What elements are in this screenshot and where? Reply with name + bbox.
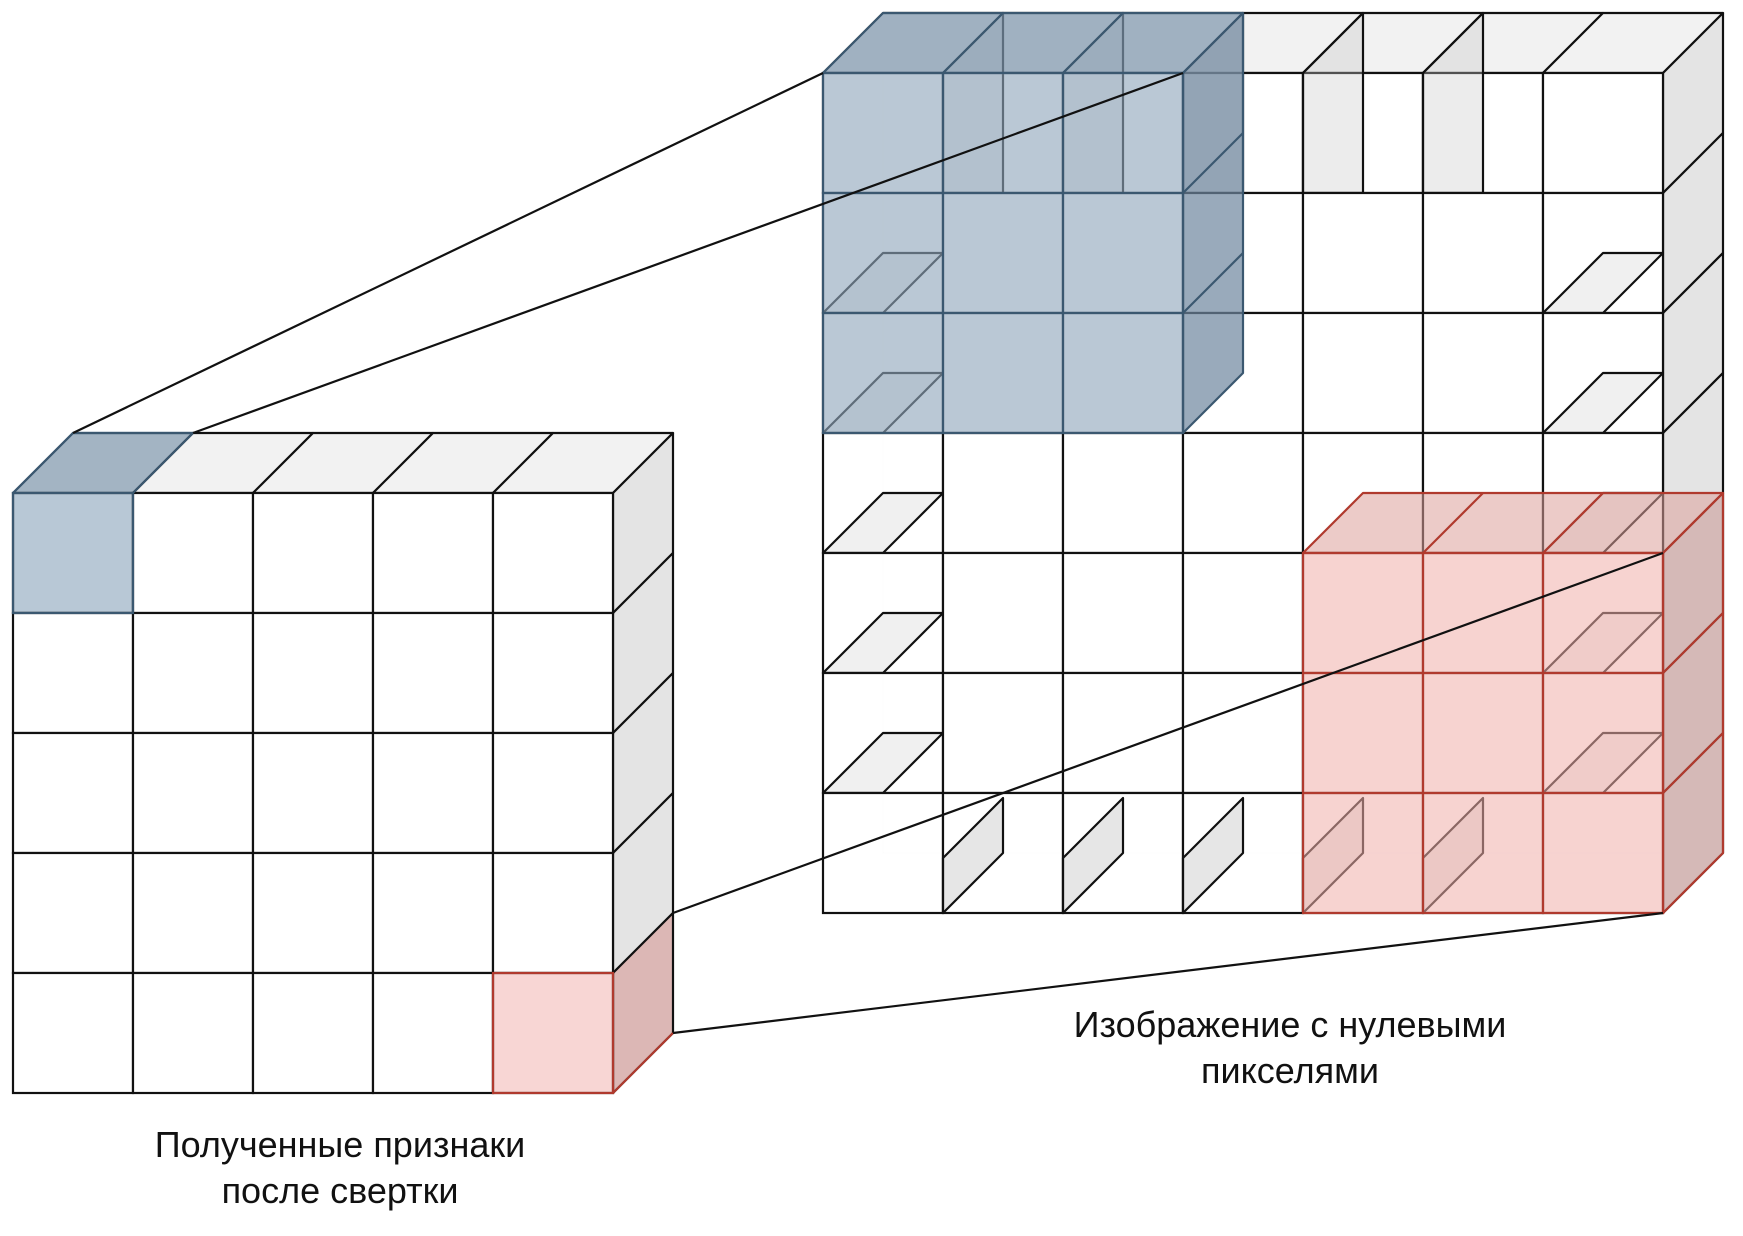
input-pixel-cell: [1061, 431, 1185, 555]
kernel-side-face: [1661, 491, 1725, 915]
kernel-front-face: [1301, 551, 1665, 915]
output-cell: [371, 851, 495, 975]
output-cell: [11, 851, 135, 975]
connection-line-blue-1: [72, 72, 824, 434]
output-cell: [251, 491, 375, 615]
output-highlight-edge: [612, 1032, 674, 1094]
output-highlight-outline: [11, 491, 135, 615]
output-caption-line2: после свертки: [221, 1170, 459, 1211]
output-cell: [131, 491, 255, 615]
input-caption: Изображение с нулевыми пикселями: [1010, 1002, 1570, 1094]
input-caption-line2: пикселями: [1201, 1050, 1379, 1091]
input-pixel-cell: [941, 431, 1065, 555]
padded-input-grid: [821, 11, 1725, 915]
kernel-front-face: [821, 71, 1185, 435]
output-cell: [131, 731, 255, 855]
input-caption-line1: Изображение с нулевыми: [1073, 1004, 1507, 1045]
kernel-grid-line: [942, 12, 1004, 74]
input-padding-cell: [1541, 71, 1665, 195]
output-cell: [251, 731, 375, 855]
input-pixel-cell: [1421, 191, 1545, 315]
output-cell: [131, 851, 255, 975]
kernel-grid-line: [1542, 492, 1604, 554]
output-cell: [251, 611, 375, 735]
input-pixel-cell: [1181, 551, 1305, 675]
output-cell: [491, 731, 615, 855]
kernel-top-face: [821, 11, 1245, 75]
kernel-window-red: [1301, 491, 1725, 915]
output-caption: Полученные признаки после свертки: [80, 1122, 600, 1214]
connection-line-red-2: [672, 911, 1664, 1035]
input-padding-cell: [821, 791, 945, 915]
input-pixel-cell: [941, 551, 1065, 675]
output-highlight-edge: [12, 431, 196, 494]
input-pixel-cell: [1301, 191, 1425, 315]
output-cell: [491, 491, 615, 615]
output-cell: [371, 491, 495, 615]
kernel-grid-line: [1662, 612, 1724, 674]
output-cell: [371, 611, 495, 735]
input-pixel-cell: [1061, 551, 1185, 675]
input-padding-depth: [941, 796, 1005, 915]
connection-line-red-1: [672, 551, 1664, 915]
input-padding-depth: [1061, 796, 1125, 915]
input-pixel-cell: [1181, 431, 1305, 555]
kernel-side-face: [1181, 11, 1245, 435]
output-feature-grid: [11, 431, 675, 1095]
output-cell: [11, 491, 135, 615]
kernel-grid-line: [1182, 132, 1244, 194]
output-cell: [491, 611, 615, 735]
output-cell: [251, 851, 375, 975]
output-cell: [371, 971, 495, 1095]
kernel-grid-line: [1062, 12, 1124, 74]
connection-lines-front: [72, 71, 1664, 1035]
input-pixel-cell: [1421, 311, 1545, 435]
connection-line-blue-2: [192, 71, 1184, 435]
output-caption-line1: Полученные признаки: [154, 1124, 526, 1165]
output-cell: [371, 731, 495, 855]
kernel-grid-line: [1182, 252, 1244, 314]
output-highlight-outline: [491, 971, 615, 1095]
kernel-top-face: [1301, 491, 1725, 555]
output-cell: [11, 731, 135, 855]
input-pixel-cell: [1061, 671, 1185, 795]
input-pixel-cell: [941, 671, 1065, 795]
input-padding-depth: [1181, 796, 1245, 915]
input-pixel-cell: [1301, 311, 1425, 435]
output-cell: [131, 611, 255, 735]
kernel-window-blue: [821, 11, 1245, 435]
output-cell: [491, 971, 615, 1095]
output-cell: [11, 611, 135, 735]
output-cell: [131, 971, 255, 1095]
kernel-grid-line: [1662, 732, 1724, 794]
output-cell: [251, 971, 375, 1095]
output-cell: [491, 851, 615, 975]
input-pixel-cell: [1181, 671, 1305, 795]
output-cell: [11, 971, 135, 1095]
kernel-grid-line: [1422, 492, 1484, 554]
